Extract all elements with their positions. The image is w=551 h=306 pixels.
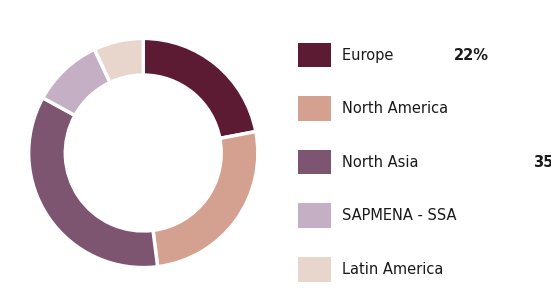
FancyBboxPatch shape bbox=[298, 150, 331, 174]
Text: North Asia: North Asia bbox=[342, 155, 428, 170]
Text: North America: North America bbox=[342, 101, 452, 116]
Text: 35%: 35% bbox=[533, 155, 551, 170]
Text: Europe: Europe bbox=[342, 47, 398, 63]
Wedge shape bbox=[94, 38, 143, 83]
FancyBboxPatch shape bbox=[298, 96, 331, 121]
Text: 22%: 22% bbox=[453, 47, 489, 63]
Wedge shape bbox=[153, 132, 258, 267]
FancyBboxPatch shape bbox=[298, 257, 331, 282]
Wedge shape bbox=[29, 98, 158, 268]
FancyBboxPatch shape bbox=[298, 203, 331, 228]
FancyBboxPatch shape bbox=[298, 43, 331, 67]
Wedge shape bbox=[143, 38, 256, 138]
Wedge shape bbox=[43, 49, 110, 115]
Text: SAPMENA - SSA: SAPMENA - SSA bbox=[342, 208, 461, 223]
Text: Latin America: Latin America bbox=[342, 262, 447, 277]
